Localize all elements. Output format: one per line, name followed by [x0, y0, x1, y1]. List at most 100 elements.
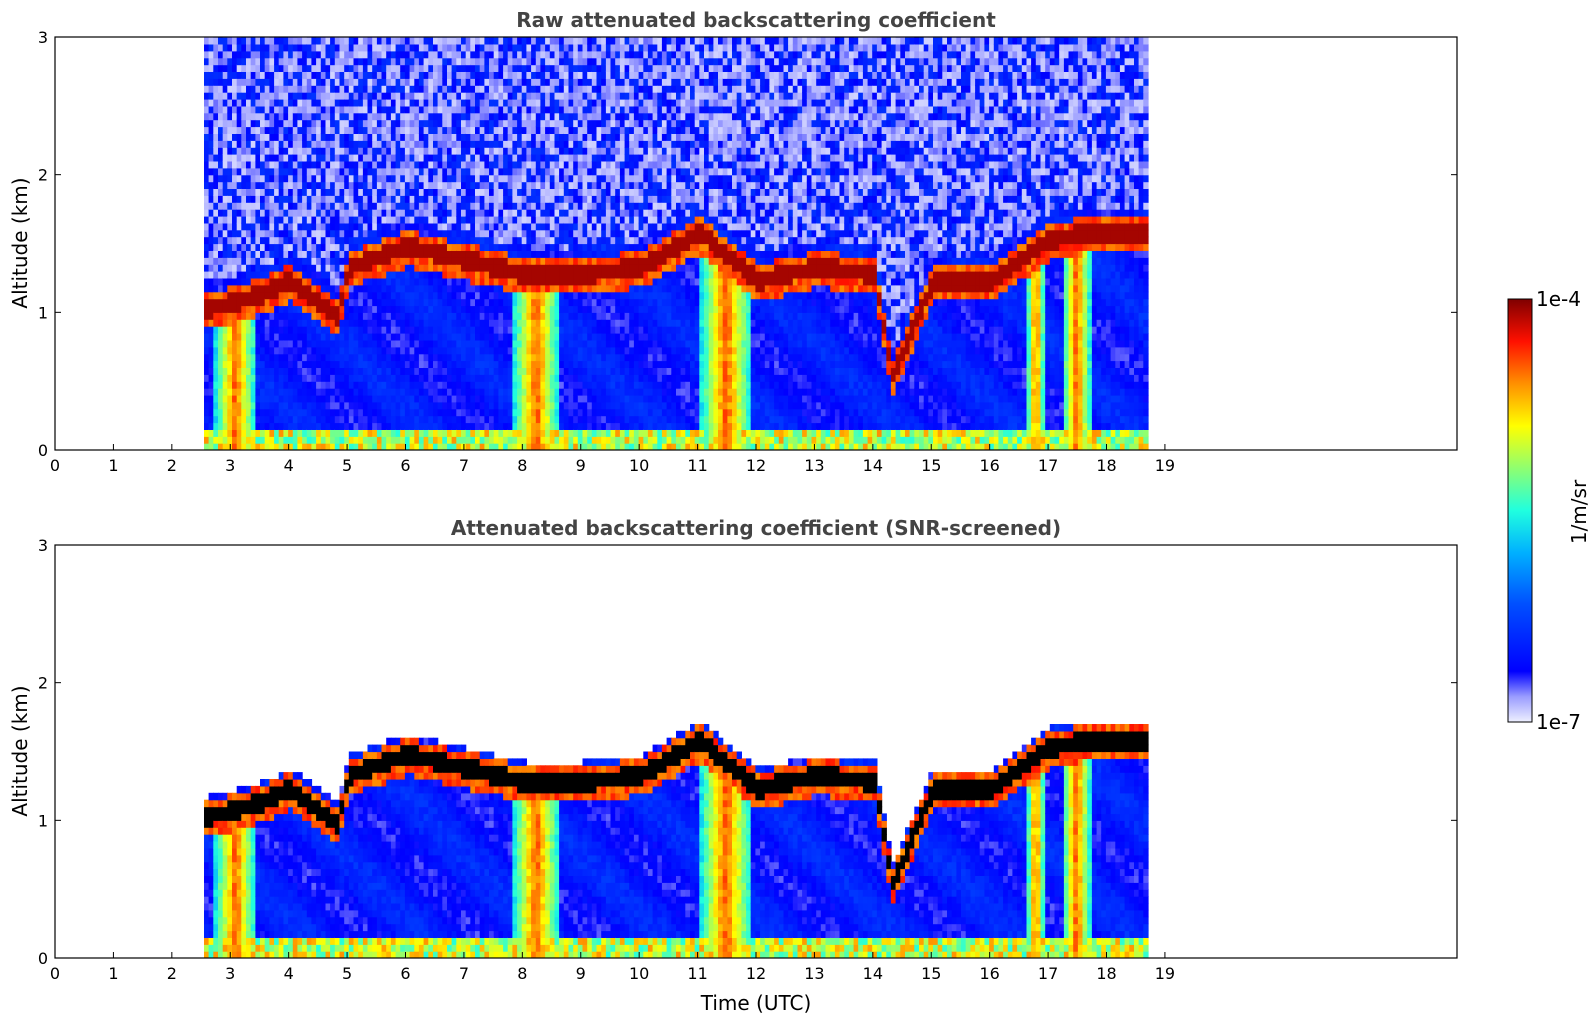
- heatmap-cell: [339, 209, 345, 217]
- heatmap-cell: [278, 394, 284, 403]
- heatmap-cell: [390, 105, 397, 114]
- heatmap-cell: [535, 374, 542, 382]
- heatmap-cell: [493, 429, 499, 437]
- heatmap-cell: [236, 188, 242, 196]
- heatmap-cell: [386, 374, 392, 382]
- heatmap-cell: [218, 236, 224, 245]
- heatmap-cell: [274, 346, 280, 355]
- heatmap-cell: [208, 229, 214, 238]
- heatmap-cell: [269, 401, 275, 410]
- heatmap-cell: [320, 105, 327, 114]
- heatmap-cell: [208, 181, 214, 189]
- heatmap-cell: [241, 394, 247, 403]
- heatmap-cell: [545, 243, 551, 251]
- heatmap-cell: [358, 236, 364, 245]
- heatmap-cell: [573, 284, 579, 293]
- heatmap-cell: [292, 298, 299, 307]
- heatmap-cell: [260, 160, 266, 169]
- heatmap-cell: [582, 181, 588, 189]
- heatmap-cell: [414, 92, 420, 100]
- heatmap-cell: [498, 202, 504, 210]
- heatmap-cell: [535, 57, 542, 66]
- heatmap-cell: [409, 326, 415, 334]
- heatmap-cell: [255, 277, 261, 286]
- heatmap-cell: [517, 408, 523, 417]
- heatmap-cell: [451, 374, 457, 382]
- heatmap-cell: [573, 209, 579, 217]
- heatmap-cell: [292, 257, 299, 265]
- heatmap-cell: [489, 264, 495, 272]
- heatmap-cell: [447, 257, 453, 265]
- heatmap-cell: [232, 105, 238, 114]
- heatmap-cell: [260, 312, 266, 320]
- heatmap-cell: [512, 367, 518, 375]
- heatmap-cell: [367, 333, 373, 341]
- heatmap-cell: [568, 43, 574, 52]
- heatmap-cell: [489, 71, 495, 79]
- heatmap-cell: [512, 126, 518, 134]
- heatmap-cell: [512, 209, 518, 217]
- heatmap-cell: [545, 346, 551, 355]
- heatmap-cell: [507, 216, 513, 224]
- heatmap-cell: [264, 388, 270, 396]
- heatmap-cell: [222, 202, 228, 210]
- heatmap-cell: [334, 305, 341, 313]
- heatmap-cell: [503, 394, 509, 403]
- heatmap-cell: [437, 408, 443, 417]
- heatmap-cell: [297, 429, 303, 437]
- heatmap-cell: [554, 92, 560, 100]
- heatmap-cell: [236, 174, 242, 183]
- heatmap-cell: [204, 326, 210, 334]
- heatmap-cell: [414, 291, 420, 300]
- heatmap-cell: [334, 353, 341, 362]
- heatmap-cell: [535, 360, 542, 368]
- heatmap-cell: [549, 236, 556, 245]
- heatmap-cell: [489, 422, 495, 430]
- heatmap-cell: [269, 367, 275, 375]
- heatmap-cell: [283, 429, 289, 437]
- heatmap-cell: [521, 92, 527, 100]
- heatmap-cell: [250, 284, 256, 293]
- heatmap-cell: [255, 291, 261, 300]
- heatmap-cell: [577, 147, 584, 155]
- heatmap-cell: [563, 202, 570, 210]
- heatmap-cell: [316, 264, 322, 272]
- heatmap-cell: [493, 147, 499, 155]
- heatmap-cell: [222, 216, 228, 224]
- heatmap-cell: [531, 422, 537, 430]
- heatmap-cell: [376, 112, 383, 121]
- heatmap-cell: [554, 415, 560, 424]
- heatmap-cell: [545, 112, 551, 121]
- heatmap-cell: [274, 388, 280, 396]
- heatmap-cell: [372, 291, 378, 300]
- heatmap-cell: [274, 264, 280, 272]
- heatmap-cell: [465, 401, 471, 410]
- heatmap-cell: [475, 367, 481, 375]
- heatmap-cell: [250, 326, 256, 334]
- heatmap-cell: [353, 339, 359, 348]
- heatmap-cell: [465, 105, 471, 114]
- heatmap-cell: [545, 147, 551, 155]
- heatmap-cell: [208, 126, 214, 134]
- heatmap-cell: [213, 50, 219, 59]
- heatmap-cell: [376, 147, 383, 155]
- heatmap-cell: [400, 298, 406, 307]
- heatmap-cell: [283, 284, 289, 293]
- heatmap-cell: [320, 374, 327, 382]
- heatmap-cell: [470, 367, 476, 375]
- heatmap-cell: [489, 78, 495, 86]
- heatmap-cell: [512, 271, 518, 279]
- heatmap-cell: [353, 222, 359, 231]
- heatmap-cell: [334, 50, 341, 59]
- heatmap-cell: [489, 167, 495, 176]
- heatmap-cell: [479, 119, 485, 128]
- heatmap-cell: [218, 181, 224, 189]
- heatmap-cell: [218, 195, 224, 203]
- heatmap-cell: [545, 443, 551, 450]
- heatmap-cell: [568, 50, 574, 59]
- heatmap-cell: [409, 222, 415, 231]
- heatmap-cell: [255, 160, 261, 169]
- heatmap-cell: [400, 333, 406, 341]
- heatmap-cell: [222, 388, 228, 396]
- heatmap-cell: [334, 78, 341, 86]
